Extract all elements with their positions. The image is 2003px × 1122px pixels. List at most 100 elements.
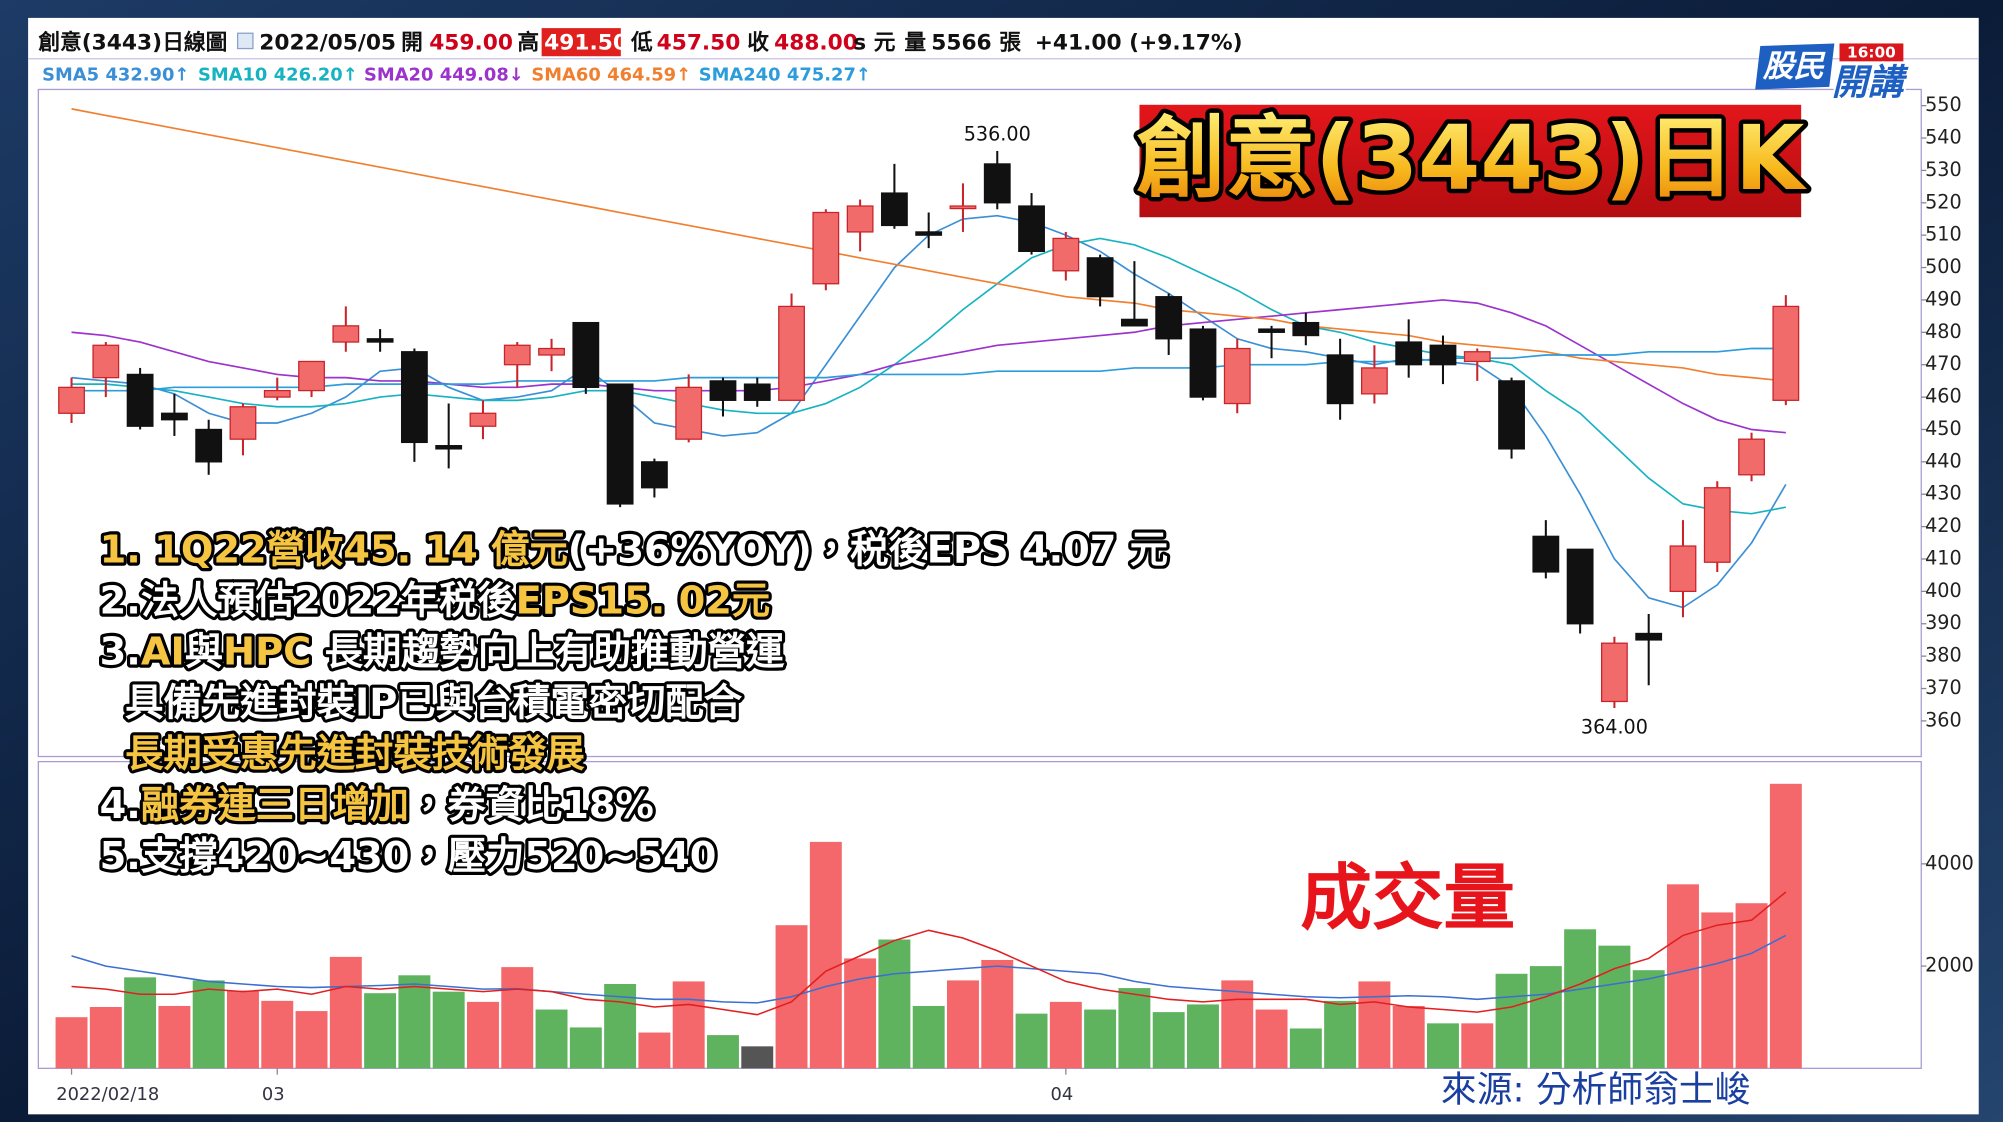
candle-body (778, 305, 805, 401)
legend-entry: SMA5 432.90↑ (42, 64, 189, 85)
volume-bar (1187, 1004, 1219, 1069)
y-tick-label: 480 (1925, 320, 1962, 343)
volume-bar (398, 975, 431, 1069)
candle-body (1018, 205, 1045, 253)
candle-body (400, 351, 428, 444)
note-segment: 具備先進封裝IP已與台積電密切配合 (125, 681, 743, 726)
volume-bar (1701, 912, 1734, 1069)
volume-bar (1289, 1028, 1322, 1069)
volume-bar (1118, 988, 1151, 1069)
legend-value: 475.27↑ (787, 64, 871, 85)
volume-bar (844, 958, 877, 1069)
note-segment: (+36%YOY)，税後EPS 4.07 元 (568, 527, 1168, 572)
volume-bar (809, 841, 842, 1069)
header-item: 低 (630, 29, 653, 55)
candle-body (846, 205, 874, 233)
header-item: 量 (904, 30, 926, 55)
candle-body (195, 428, 223, 463)
volume-bar (569, 1027, 602, 1069)
volume-bar (1255, 1009, 1288, 1069)
volume-bar (329, 956, 362, 1069)
note-line: 1. 1Q22營收45. 14 億元(+36%YOY)，税後EPS 4.07 元 (100, 527, 1168, 572)
y-tick-label: 400 (1925, 579, 1962, 602)
y-tick-label: 460 (1925, 385, 1962, 408)
candle-body (743, 383, 771, 401)
header: 創意(3443) 日線圖 2022/05/05 開 459.00 高 491.50 低 457.… (38, 28, 1243, 57)
candle-body (1738, 438, 1765, 476)
header-item: +41.00 (+9.17%) (1035, 30, 1243, 55)
volume-bar (1084, 1009, 1117, 1069)
volume-bar (947, 980, 979, 1069)
candle-body (675, 386, 703, 440)
logo-time: 16:00 (1847, 44, 1896, 62)
volume-bar (1495, 973, 1528, 1069)
legend-name: SMA240 (699, 64, 781, 85)
volume-bar (1427, 1023, 1459, 1069)
candle-body (1223, 347, 1251, 405)
legend-name: SMA20 (364, 64, 433, 85)
legend-name: SMA60 (531, 64, 600, 85)
candle-body (949, 205, 977, 210)
volume-bar (501, 967, 534, 1069)
note-line: 4.融券連三日增加，券資比18% (100, 783, 654, 828)
source: 來源: 分析師翁士峻 (1441, 1070, 1750, 1111)
volume-bar (1358, 981, 1391, 1069)
y-tick-label: 410 (1925, 546, 1962, 569)
volume-bar (912, 1005, 945, 1069)
y-tick-label: 470 (1925, 352, 1962, 375)
candle-body (1772, 305, 1800, 401)
note-segment: ，券資比18% (409, 783, 654, 828)
header-item: s 元 (853, 30, 895, 55)
volume-bar (1152, 1012, 1185, 1069)
candle-body (1429, 344, 1457, 366)
candle-body (1086, 257, 1114, 298)
candle-body (298, 360, 325, 392)
header-item: 488.00 (774, 30, 858, 55)
y-tick-label: 4000 (1925, 851, 1974, 874)
y-tick-label: 360 (1925, 708, 1962, 731)
note-segment: 5.支撐420~430，壓力520~540 (100, 834, 717, 879)
note-segment: 與 (185, 630, 223, 675)
moving-average-line (71, 237, 1786, 515)
x-tick-label: 2022/02/18 (56, 1084, 159, 1105)
y-tick-label: 420 (1925, 514, 1962, 537)
candle-body (1566, 548, 1594, 625)
note-segment: 1. 1Q22營收45. 14 億元 (100, 527, 568, 572)
volume-bar (1221, 980, 1254, 1069)
moving-average-line (71, 299, 1786, 434)
volume-bar (295, 1011, 328, 1069)
volume-bar (1598, 945, 1631, 1069)
volume-bar (638, 1032, 671, 1069)
volume-bar (1461, 1023, 1494, 1069)
volume-bar (55, 1017, 88, 1069)
notes: 1. 1Q22營收45. 14 億元(+36%YOY)，税後EPS 4.07 元… (96, 524, 1171, 882)
logo: 股民 16:00 開講 (1755, 43, 1910, 105)
candle-body (1292, 321, 1320, 337)
candle-body (1120, 318, 1148, 327)
volume-bar (432, 991, 465, 1069)
candle-body (503, 344, 531, 366)
volume-bar (1769, 783, 1802, 1069)
x-tick-label: 04 (1051, 1084, 1074, 1105)
logo-bottom: 開講 (1832, 63, 1909, 104)
x-tick-label: 03 (262, 1084, 285, 1105)
volume-average-line (71, 891, 1787, 1016)
legend-entry: SMA240 475.27↑ (699, 64, 871, 85)
moving-average-line (71, 108, 1786, 382)
candle-body (1155, 296, 1183, 340)
header-item: 日線圖 (162, 29, 227, 55)
legend-value: 426.20↑ (274, 64, 358, 85)
chart-title: 創意(3443)日K (1136, 107, 1807, 211)
volume-bar (1667, 884, 1699, 1069)
candle-body (1600, 642, 1628, 703)
candle-body (332, 325, 360, 343)
volume-bar (89, 1006, 122, 1069)
note-line: 5.支撐420~430，壓力520~540 (100, 834, 717, 879)
candle-body (880, 192, 908, 227)
volume-bar (535, 1009, 568, 1069)
logo-time-box (1839, 43, 1904, 62)
volume-bar (878, 939, 911, 1069)
volume-bar (1529, 966, 1562, 1069)
y-tick-label: 500 (1925, 255, 1962, 278)
y-tick-label: 510 (1925, 223, 1962, 246)
